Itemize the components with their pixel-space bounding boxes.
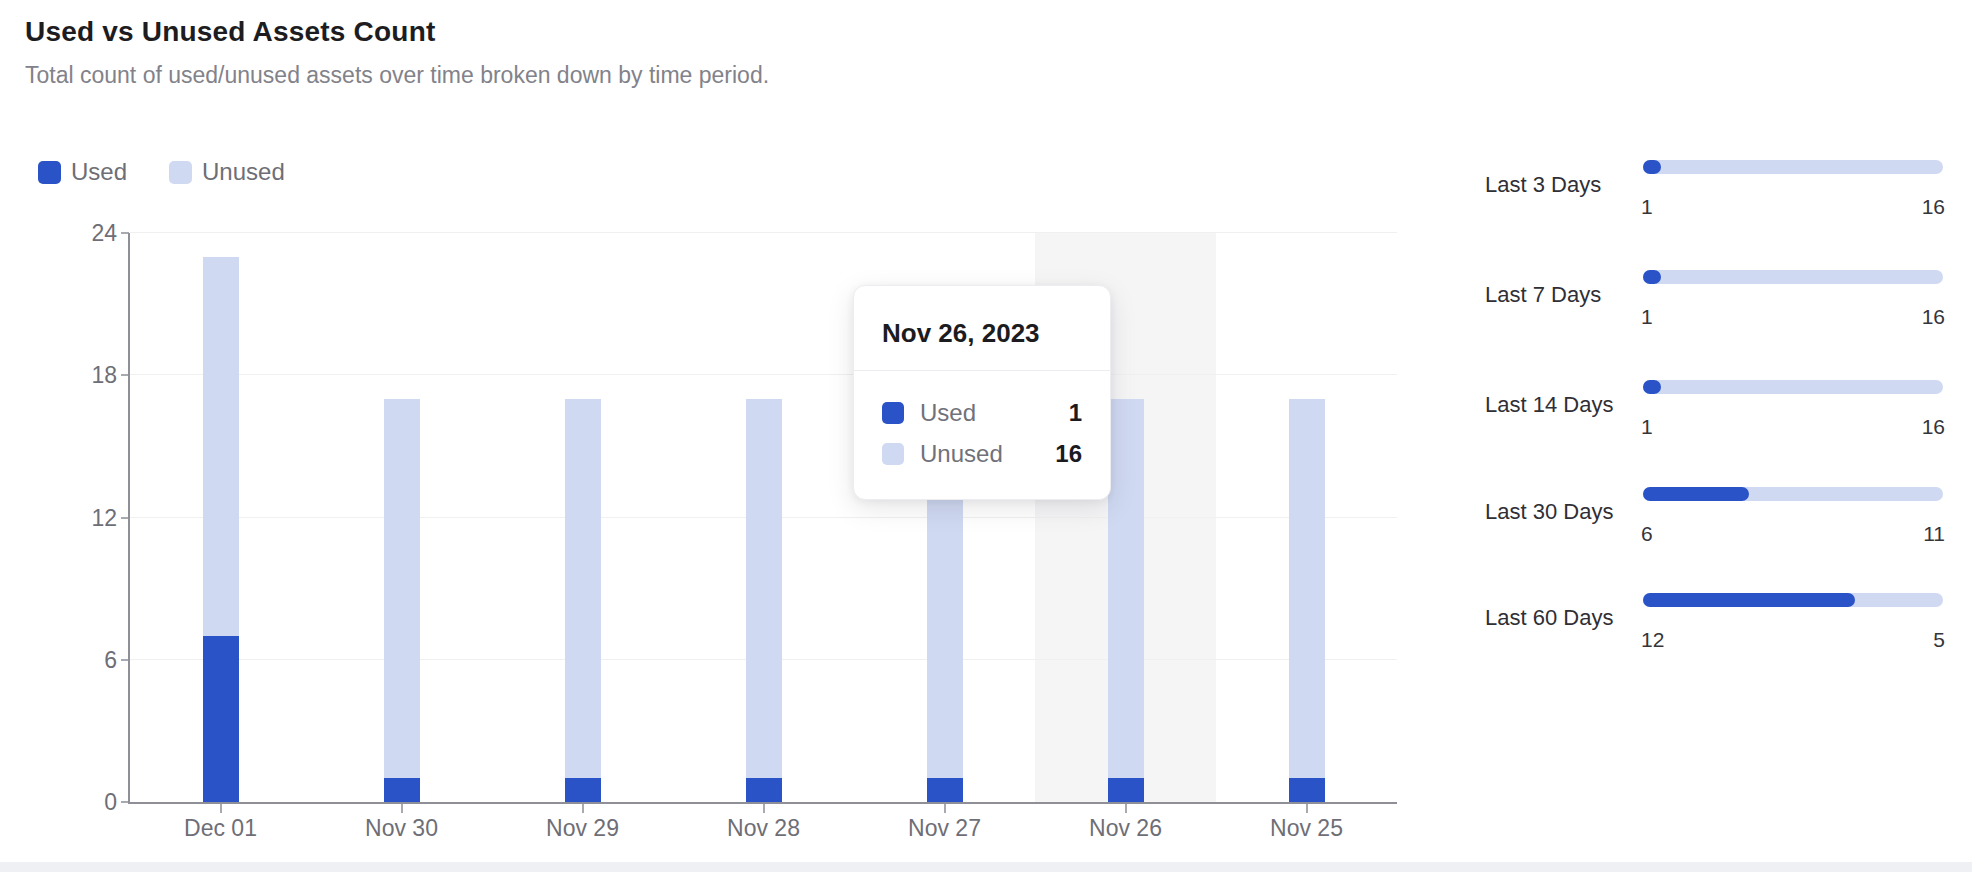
used-swatch-icon (38, 161, 61, 184)
tooltip-date: Nov 26, 2023 (882, 318, 1082, 349)
x-axis-label: Dec 01 (146, 814, 296, 842)
chart-tooltip: Nov 26, 2023 Used 1 Unused 16 (853, 285, 1111, 500)
chart-legend: Used Unused (38, 158, 285, 186)
bar-used-nov-30[interactable] (384, 778, 420, 802)
bar-unused-nov-25[interactable] (1289, 399, 1325, 778)
summary-progress-fill (1643, 380, 1661, 394)
summary-unused-value: 16 (1825, 305, 1945, 329)
page-title: Used vs Unused Assets Count (25, 16, 435, 48)
x-axis-label: Nov 26 (1051, 814, 1201, 842)
y-axis-label: 6 (47, 646, 117, 674)
legend-item-unused[interactable]: Unused (169, 158, 285, 186)
tooltip-series-value: 16 (1055, 440, 1082, 468)
x-axis-label: Nov 25 (1232, 814, 1382, 842)
bar-unused-nov-30[interactable] (384, 399, 420, 778)
summary-used-value: 1 (1641, 195, 1761, 219)
summary-unused-value: 16 (1825, 195, 1945, 219)
bar-unused-nov-28[interactable] (746, 399, 782, 778)
summary-progress-fill (1643, 487, 1749, 501)
summary-label-last-14-days: Last 14 Days (1485, 392, 1613, 418)
y-axis-label: 12 (47, 504, 117, 532)
x-axis-tick (401, 804, 403, 813)
summary-progress-last-14-days (1643, 380, 1943, 394)
used-swatch-icon (882, 402, 904, 424)
x-axis-tick (220, 804, 222, 813)
x-axis-tick (944, 804, 946, 813)
y-axis-label: 18 (47, 361, 117, 389)
x-axis-tick (763, 804, 765, 813)
tooltip-series-label: Used (920, 399, 976, 427)
summary-label-last-60-days: Last 60 Days (1485, 605, 1613, 631)
legend-label: Used (71, 158, 127, 186)
x-axis-label: Nov 28 (689, 814, 839, 842)
x-axis-label: Nov 29 (508, 814, 658, 842)
summary-unused-value: 16 (1825, 415, 1945, 439)
bar-used-nov-26[interactable] (1108, 778, 1144, 802)
summary-label-last-7-days: Last 7 Days (1485, 282, 1601, 308)
assets-dashboard: Used vs Unused Assets Count Total count … (0, 0, 1972, 872)
x-axis-label: Nov 30 (327, 814, 477, 842)
summary-progress-fill (1643, 160, 1661, 174)
y-axis-label: 24 (47, 219, 117, 247)
x-axis-tick (1306, 804, 1308, 813)
y-axis-label: 0 (47, 788, 117, 816)
tooltip-row-used: Used 1 (882, 399, 1082, 427)
tooltip-series-label: Unused (920, 440, 1003, 468)
gridline (130, 374, 1397, 375)
page-subtitle: Total count of used/unused assets over t… (25, 62, 769, 89)
bar-used-dec-01[interactable] (203, 636, 239, 802)
bottom-divider (0, 862, 1972, 872)
bar-unused-nov-29[interactable] (565, 399, 601, 778)
summary-used-value: 1 (1641, 305, 1761, 329)
summary-label-last-3-days: Last 3 Days (1485, 172, 1601, 198)
bar-unused-nov-26[interactable] (1108, 399, 1144, 778)
bar-used-nov-28[interactable] (746, 778, 782, 802)
y-axis-line (128, 233, 130, 804)
summary-progress-fill (1643, 593, 1855, 607)
summary-progress-fill (1643, 270, 1661, 284)
summary-used-value: 1 (1641, 415, 1761, 439)
summary-unused-value: 11 (1825, 522, 1945, 546)
gridline (130, 232, 1397, 233)
tooltip-row-unused: Unused 16 (882, 440, 1082, 468)
tooltip-divider (854, 370, 1110, 371)
summary-progress-last-30-days (1643, 487, 1943, 501)
bar-used-nov-27[interactable] (927, 778, 963, 802)
unused-swatch-icon (169, 161, 192, 184)
tooltip-series-value: 1 (1069, 399, 1082, 427)
summary-progress-last-60-days (1643, 593, 1943, 607)
x-axis-tick (1125, 804, 1127, 813)
legend-label: Unused (202, 158, 285, 186)
summary-used-value: 6 (1641, 522, 1761, 546)
summary-used-value: 12 (1641, 628, 1761, 652)
summary-progress-last-3-days (1643, 160, 1943, 174)
x-axis-label: Nov 27 (870, 814, 1020, 842)
bar-used-nov-29[interactable] (565, 778, 601, 802)
x-axis-tick (582, 804, 584, 813)
legend-item-used[interactable]: Used (38, 158, 127, 186)
summary-progress-last-7-days (1643, 270, 1943, 284)
unused-swatch-icon (882, 443, 904, 465)
bar-used-nov-25[interactable] (1289, 778, 1325, 802)
summary-unused-value: 5 (1825, 628, 1945, 652)
summary-label-last-30-days: Last 30 Days (1485, 499, 1613, 525)
bar-unused-dec-01[interactable] (203, 257, 239, 636)
